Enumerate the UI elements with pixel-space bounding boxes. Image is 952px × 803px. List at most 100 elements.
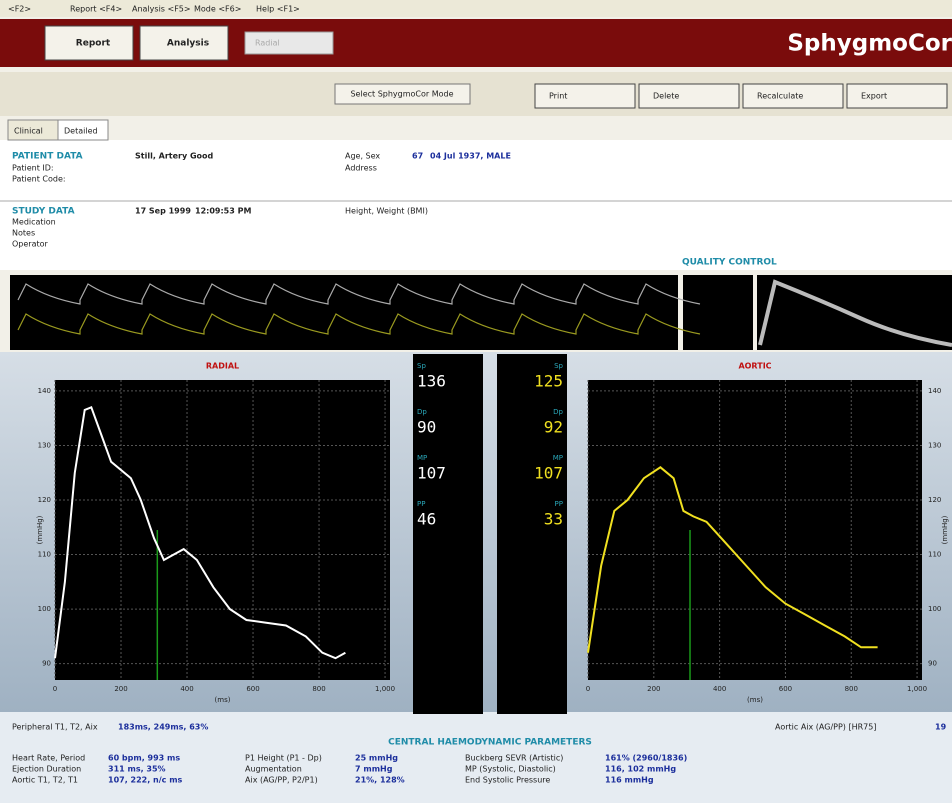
y-axis-label: (mmHg): [36, 515, 44, 544]
parameter-value: 107, 222, n/c ms: [108, 776, 183, 785]
menu-bar: [0, 0, 952, 17]
chart-title: AORTIC: [738, 362, 771, 371]
parameters-panel: [0, 712, 952, 803]
toolbar-button[interactable]: [139, 25, 229, 61]
action-button-label: Recalculate: [757, 92, 803, 101]
x-axis-label: (ms): [747, 696, 763, 704]
parameter-label: Aix (AG/PP, P2/P1): [245, 776, 318, 785]
y-tick-label: 120: [928, 496, 941, 504]
parameter-label: Ejection Duration: [12, 765, 81, 774]
field-value: 04 Jul 1937, MALE: [430, 152, 511, 161]
mode-select-value: Radial: [255, 39, 280, 48]
menu-item: Mode <F6>: [194, 5, 241, 14]
pressure-label: Sp: [417, 362, 426, 370]
x-tick-label: 0: [53, 685, 57, 693]
label: Aortic Aix (AG/PP) [HR75]: [775, 723, 876, 732]
chart-title: RADIAL: [206, 362, 239, 371]
toolbar-button[interactable]: [44, 25, 134, 61]
pressure-value: 125: [534, 372, 563, 391]
parameter-value: 311 ms, 35%: [108, 765, 166, 774]
field-label: Notes: [12, 229, 35, 238]
action-button[interactable]: [534, 83, 636, 109]
y-tick-label: 120: [38, 496, 51, 504]
strip-waveform: [17, 313, 701, 335]
mode-button[interactable]: [334, 83, 471, 105]
pressure-panel: [497, 354, 567, 714]
waveform: [54, 405, 346, 660]
pressure-value: 107: [534, 464, 563, 483]
action-button[interactable]: [846, 83, 948, 109]
pressure-label: Dp: [417, 408, 427, 416]
qc-waveform: [758, 279, 952, 347]
y-tick-label: 100: [38, 605, 51, 613]
menu-item: Analysis <F5>: [132, 5, 191, 14]
parameter-label: MP (Systolic, Diastolic): [465, 765, 556, 774]
action-button[interactable]: [742, 83, 844, 109]
parameter-label: Aortic T1, T2, T1: [12, 776, 78, 785]
plot-area: [55, 380, 390, 680]
x-tick-label: 400: [713, 685, 726, 693]
x-tick-label: 600: [246, 685, 259, 693]
mode-select[interactable]: [244, 31, 334, 55]
x-tick-label: 0: [586, 685, 590, 693]
y-tick-label: 110: [38, 551, 51, 559]
strip-chart: [10, 275, 678, 350]
x-tick-label: 400: [180, 685, 193, 693]
menu-item: Report <F4>: [70, 5, 122, 14]
patient-name: Still, Artery Good: [135, 152, 214, 161]
section-heading: QUALITY CONTROL: [682, 258, 777, 268]
field-label: Patient ID:: [12, 164, 54, 173]
action-button-label: Print: [549, 92, 567, 101]
parameter-label: Augmentation: [245, 765, 302, 774]
pressure-label: PP: [417, 500, 425, 508]
x-tick-label: 800: [312, 685, 325, 693]
parameter-value: 116 mmHg: [605, 776, 654, 785]
menu-item: Help <F1>: [256, 5, 300, 14]
tab[interactable]: [57, 119, 109, 141]
plot-area: [588, 380, 922, 680]
pressure-label: Dp: [553, 408, 563, 416]
field-value: 17 Sep 1999: [135, 207, 191, 216]
field-label: Operator: [12, 240, 49, 249]
field-value: 12:09:53 PM: [195, 207, 251, 216]
parameter-value: 7 mmHg: [355, 765, 393, 774]
strip-waveform: [17, 283, 701, 305]
pressure-value: 136: [417, 372, 446, 391]
y-tick-label: 90: [42, 660, 51, 668]
field-value: 19: [935, 723, 947, 732]
action-button[interactable]: [638, 83, 740, 109]
pressure-label: PP: [555, 500, 563, 508]
parameter-label: P1 Height (P1 - Dp): [245, 754, 322, 763]
pressure-value: 90: [417, 418, 436, 437]
pressure-value: 107: [417, 464, 446, 483]
mode-button-label: Select SphygmoCor Mode: [350, 90, 453, 99]
pressure-label: MP: [417, 454, 427, 462]
label: Age, Sex: [345, 152, 380, 161]
x-axis-label: (ms): [215, 696, 231, 704]
x-tick-label: 800: [845, 685, 858, 693]
x-tick-label: 1,000: [907, 685, 927, 693]
parameter-label: End Systolic Pressure: [465, 776, 550, 785]
pressure-value: 33: [544, 510, 563, 529]
label: Peripheral T1, T2, Aix: [12, 723, 98, 732]
label: Height, Weight (BMI): [345, 207, 428, 216]
field-label: Medication: [12, 218, 56, 227]
field-label: Patient Code:: [12, 175, 66, 184]
y-tick-label: 110: [928, 551, 941, 559]
pressure-label: MP: [553, 454, 563, 462]
y-tick-label: 130: [38, 441, 51, 449]
parameter-value: 25 mmHg: [355, 754, 398, 763]
x-tick-label: 1,000: [375, 685, 395, 693]
y-tick-label: 140: [38, 387, 51, 395]
parameter-value: 116, 102 mmHg: [605, 765, 676, 774]
field-value: 183ms, 249ms, 63%: [118, 723, 208, 732]
y-tick-label: 140: [928, 387, 941, 395]
pressure-panel: [413, 354, 483, 714]
qc-bar: [683, 275, 753, 350]
tab-label: Clinical: [14, 127, 43, 136]
brand: SphygmoCor: [787, 31, 952, 57]
toolbar-button-label: Analysis: [167, 39, 209, 49]
menu-item: <F2>: [8, 5, 31, 14]
tab-label: Detailed: [64, 127, 98, 136]
y-tick-label: 130: [928, 441, 941, 449]
